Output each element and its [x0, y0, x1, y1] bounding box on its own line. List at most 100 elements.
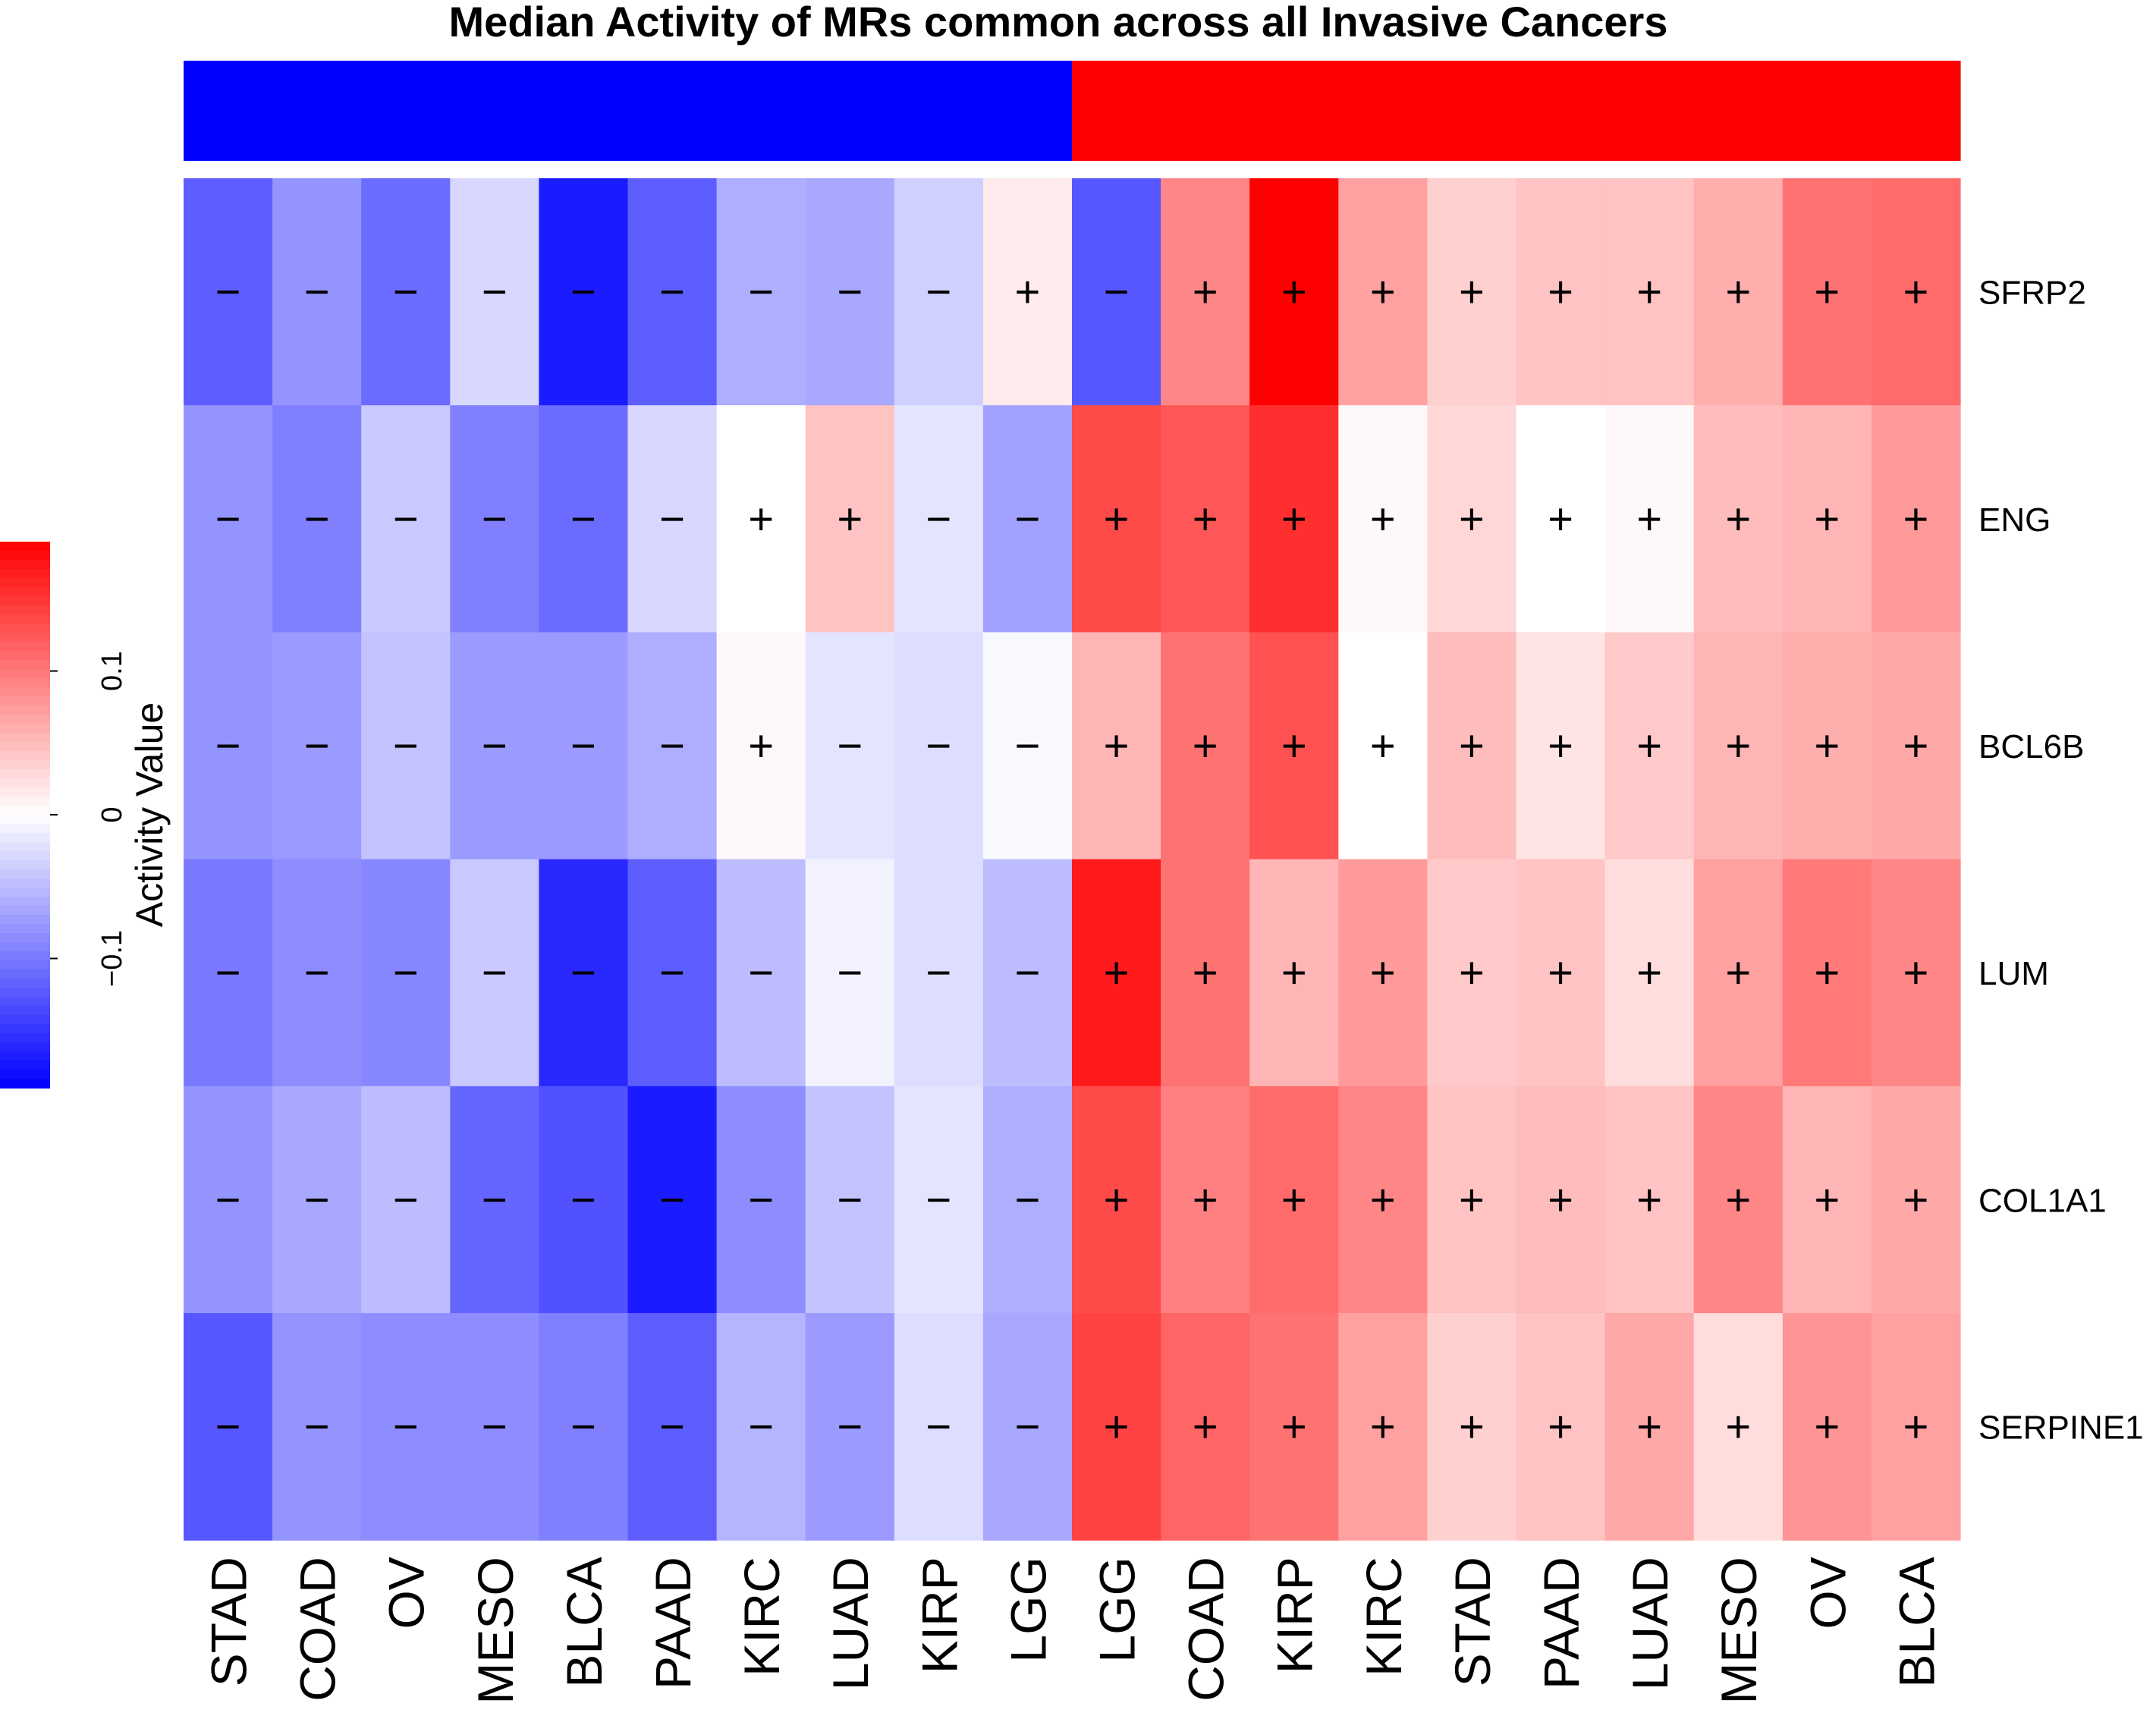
heatmap-cell [272, 859, 362, 1087]
sign-marker: + [1814, 495, 1840, 544]
legend-color-step [0, 797, 50, 806]
column-labels: STAD COAD OV MESO BLCA PAAD KIRC LUAD KIRP LGG LGG… [201, 1557, 1945, 1704]
sign-marker: − [926, 1175, 951, 1224]
heatmap-cell [184, 1313, 273, 1541]
heatmap-cell [1604, 1086, 1695, 1314]
sign-marker: − [659, 268, 685, 317]
sign-marker: + [1459, 1175, 1485, 1224]
column-label: BLCA [556, 1557, 612, 1687]
heatmap-cell [361, 632, 451, 860]
heatmap-cell [1338, 178, 1428, 406]
sign-marker: − [748, 1403, 774, 1452]
sign-marker: + [1548, 1175, 1573, 1224]
heatmap-cell [894, 632, 984, 860]
sign-marker: + [1281, 268, 1307, 317]
legend-color-step [0, 942, 50, 952]
sign-marker: − [304, 1175, 330, 1224]
sign-marker: + [1459, 268, 1485, 317]
heatmap-cell [982, 1086, 1073, 1314]
legend-color-step [0, 906, 50, 916]
sign-marker: − [215, 1175, 241, 1224]
legend-color-step [0, 642, 50, 652]
legend-color-step [0, 578, 50, 588]
sign-marker: + [1281, 948, 1307, 998]
sign-marker: + [1281, 1403, 1307, 1452]
sign-marker: − [482, 948, 508, 998]
sign-marker: + [1548, 721, 1573, 771]
sign-marker: − [926, 948, 951, 998]
sign-marker: + [1370, 1175, 1396, 1224]
column-label: OV [379, 1557, 435, 1629]
heatmap-cell [1782, 405, 1872, 633]
heatmap-cell [1516, 178, 1606, 406]
sign-marker: − [837, 268, 863, 317]
legend-color-step [0, 979, 50, 988]
legend-color-step [0, 696, 50, 706]
sign-marker: − [926, 721, 951, 771]
sign-marker: + [1903, 268, 1929, 317]
group-bar-cell [361, 61, 451, 161]
heatmap-cell [1604, 859, 1695, 1087]
sign-marker: − [748, 1175, 774, 1224]
heatmap-cell [1338, 405, 1428, 633]
heatmap-cell [1249, 1086, 1339, 1314]
heatmap-cell [627, 632, 718, 860]
heatmap-cell [894, 405, 984, 633]
row-labels: SFRP2 ENG BCL6B LUM COL1A1 SERPINE1 [1978, 275, 2144, 1447]
group-bar-cell [539, 61, 629, 161]
sign-marker: − [215, 495, 241, 544]
sign-marker: + [1903, 1403, 1929, 1452]
group-bar-cell [1338, 61, 1428, 161]
sign-marker: − [304, 495, 330, 544]
legend-color-step [0, 787, 50, 797]
heatmap-cell [450, 632, 539, 860]
sign-marker: − [570, 1175, 596, 1224]
sign-marker: − [570, 721, 596, 771]
heatmap-cell [1072, 178, 1161, 406]
legend-color-step [0, 587, 50, 597]
column-label: BLCA [1888, 1557, 1944, 1687]
group-bar-cell [1161, 61, 1250, 161]
heatmap-cell [450, 1086, 539, 1314]
heatmap-cell [1072, 405, 1161, 633]
heatmap-cell [361, 859, 451, 1087]
legend-color-step [0, 1079, 50, 1089]
sign-marker: − [393, 268, 419, 317]
column-label: PAAD [645, 1557, 701, 1689]
heatmap-cell [272, 1086, 362, 1314]
heatmap-cell [1249, 405, 1339, 633]
sign-marker: + [1814, 268, 1840, 317]
column-label: LUAD [1622, 1557, 1678, 1690]
legend-color-step [0, 569, 50, 579]
legend-color-step [0, 878, 50, 888]
column-label: KIRP [911, 1557, 967, 1673]
sign-marker: − [659, 1403, 685, 1452]
heatmap-cell [1871, 178, 1961, 406]
heatmap-cell [1427, 859, 1517, 1087]
heatmap-cell [1604, 178, 1695, 406]
column-group-bar [184, 61, 1961, 161]
heatmap-cell [1072, 632, 1161, 860]
sign-marker: − [393, 948, 419, 998]
heatmap-cell [982, 1313, 1073, 1541]
heatmap-cell [184, 405, 273, 633]
legend-color-step [0, 624, 50, 633]
heatmap-cell [894, 1313, 984, 1541]
heatmap-cell [627, 178, 718, 406]
heatmap-cell [272, 178, 362, 406]
legend-color-step [0, 988, 50, 998]
heatmap-cell [1516, 1086, 1606, 1314]
sign-marker: − [393, 495, 419, 544]
sign-marker: − [659, 1175, 685, 1224]
legend-color-step [0, 678, 50, 688]
sign-marker: + [1193, 721, 1218, 771]
heatmap-cell [1782, 178, 1872, 406]
column-label: LGG [1000, 1557, 1056, 1662]
heatmap-cell [1516, 632, 1606, 860]
sign-marker: − [393, 1175, 419, 1224]
sign-marker: − [1015, 1403, 1041, 1452]
heatmap-cell [1871, 405, 1961, 633]
heatmap-cell [1693, 1313, 1784, 1541]
legend-color-step [0, 960, 50, 970]
legend-color-step [0, 1015, 50, 1025]
